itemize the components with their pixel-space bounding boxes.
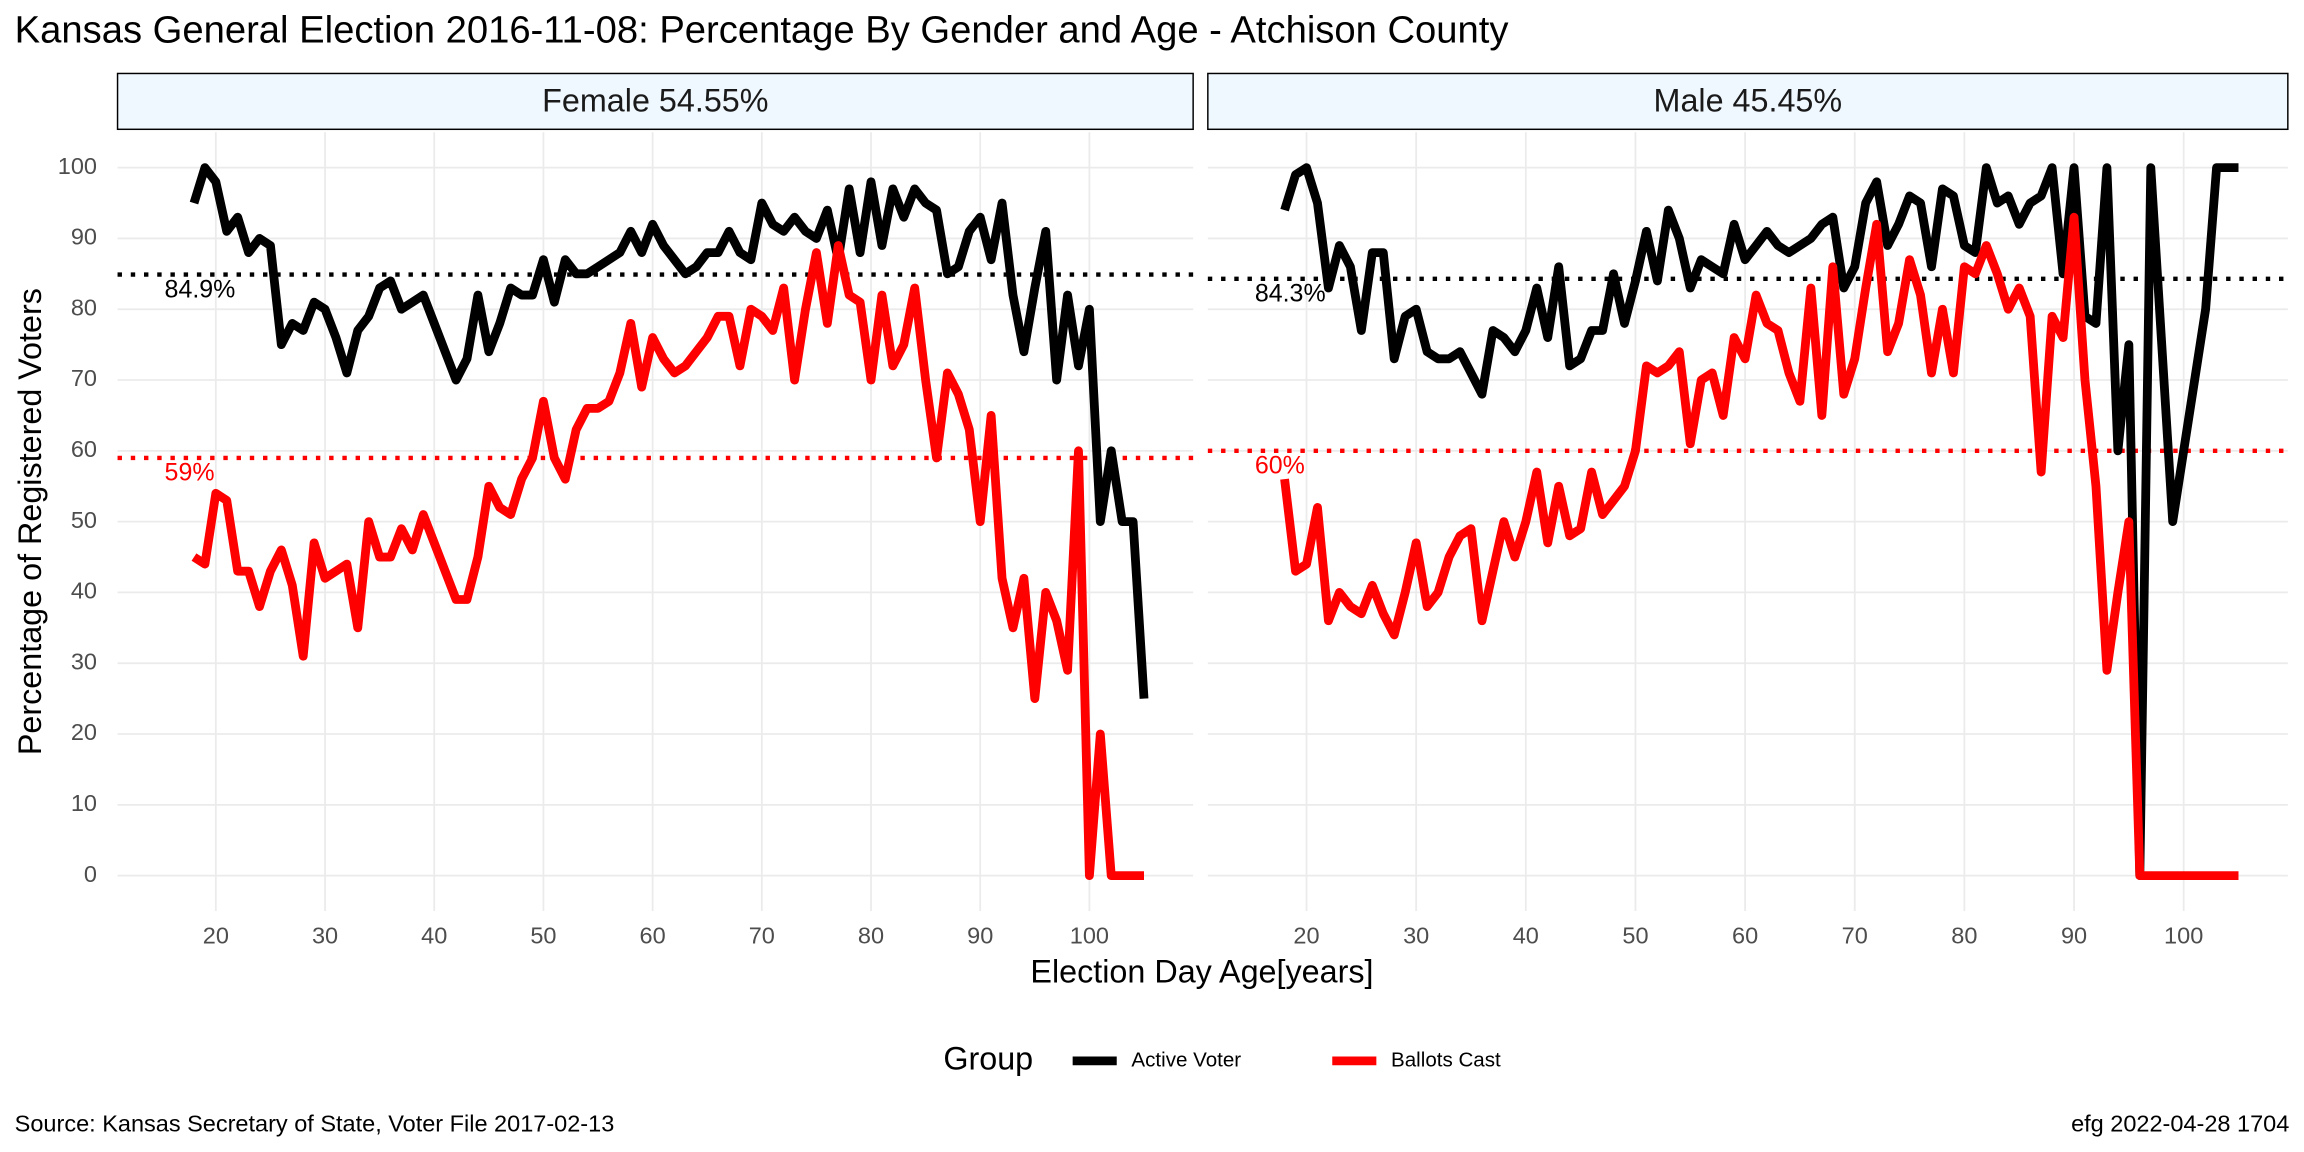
- data-line: [189, 163, 1149, 699]
- x-tick-label: 60: [1732, 923, 1758, 949]
- source: Source: Kansas Secretary of State, Voter…: [15, 1111, 615, 1137]
- x-tick-label: 100: [1070, 923, 1109, 949]
- y-tick-label: 40: [71, 578, 97, 604]
- facet-title: Male 45.45%: [1654, 82, 1843, 118]
- x-tick-label: 90: [967, 923, 993, 949]
- x-tick-label: 50: [1622, 923, 1648, 949]
- x-tick-label: 50: [530, 923, 556, 949]
- y-tick-label: 70: [71, 365, 97, 391]
- legend-title: Group: [943, 1040, 1033, 1076]
- data-line: [1280, 212, 2239, 881]
- x-tick-label: 80: [858, 923, 884, 949]
- y-tick-label: 90: [71, 224, 97, 250]
- y-tick-label: 20: [71, 719, 97, 745]
- legend-label: Active Voter: [1131, 1048, 1241, 1071]
- x-tick-label: 90: [2061, 923, 2087, 949]
- x-tick-label: 70: [749, 923, 775, 949]
- reference-label: 59%: [165, 459, 215, 487]
- x-tick-label: 40: [421, 923, 447, 949]
- reference-label: 84.9%: [165, 275, 236, 303]
- y-tick-label: 0: [84, 861, 97, 887]
- y-tick-label: 60: [71, 436, 97, 462]
- y-tick-label: 50: [71, 507, 97, 533]
- x-tick-label: 20: [1293, 923, 1319, 949]
- y-axis-title: Percentage of Registered Voters: [12, 288, 48, 755]
- x-tick-label: 30: [1403, 923, 1429, 949]
- x-tick-label: 40: [1513, 923, 1539, 949]
- chart-title: Kansas General Election 2016-11-08: Perc…: [15, 8, 1510, 51]
- y-tick-label: 80: [71, 294, 97, 320]
- x-tick-label: 80: [1951, 923, 1977, 949]
- facet-title: Female 54.55%: [542, 82, 768, 118]
- x-axis-title: Election Day Age[years]: [1030, 954, 1373, 990]
- credit: efg 2022-04-28 1704: [2071, 1111, 2289, 1137]
- reference-label: 60%: [1255, 452, 1305, 480]
- y-tick-label: 10: [71, 790, 97, 816]
- x-tick-label: 60: [640, 923, 666, 949]
- y-tick-label: 100: [58, 153, 97, 179]
- legend-label: Ballots Cast: [1391, 1048, 1501, 1071]
- data-line: [191, 241, 1145, 881]
- x-tick-label: 20: [203, 923, 229, 949]
- reference-label: 84.3%: [1255, 280, 1326, 308]
- y-tick-label: 30: [71, 648, 97, 674]
- x-tick-label: 70: [1842, 923, 1868, 949]
- facet-strip: [1207, 72, 2289, 131]
- facet-strip: [116, 72, 1194, 131]
- x-tick-label: 30: [312, 923, 338, 949]
- x-tick-label: 100: [2164, 923, 2203, 949]
